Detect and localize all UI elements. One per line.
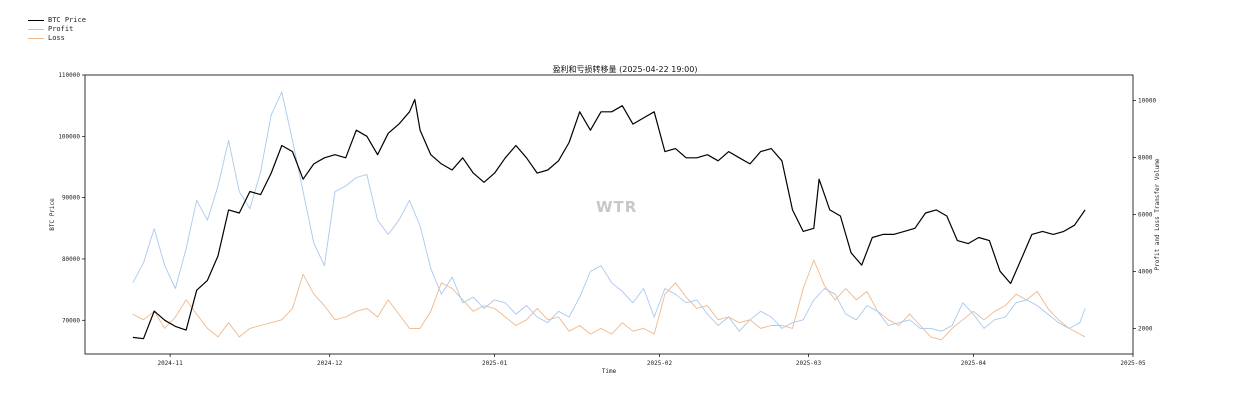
plot-frame — [84, 74, 1134, 355]
legend: BTC Price Profit Loss — [28, 16, 86, 43]
y-left-axis-label: BTC Price — [49, 198, 56, 231]
legend-swatch-profit — [28, 29, 44, 30]
y-right-tick-label: 10000 — [1138, 98, 1156, 105]
y-left-tick-label: 90000 — [62, 195, 80, 202]
legend-swatch-loss — [28, 38, 44, 39]
x-tick-label: 2025-05 — [1120, 360, 1146, 367]
y-right-tick-label: 6000 — [1138, 212, 1153, 219]
y-left-tick-label: 80000 — [62, 256, 80, 263]
x-tick-label: 2025-04 — [961, 360, 987, 367]
x-axis-label: Time — [602, 368, 617, 375]
y-left-tick-label: 70000 — [62, 317, 80, 324]
legend-label-profit: Profit — [48, 25, 74, 33]
x-tick-label: 2024-12 — [317, 360, 343, 367]
y-right-tick-label: 8000 — [1138, 155, 1153, 162]
y-left-tick-label: 110000 — [58, 72, 80, 79]
x-tick-label: 2025-03 — [796, 360, 822, 367]
y-right-tick-label: 2000 — [1138, 325, 1153, 332]
series-line-btc-price — [132, 98, 1086, 340]
legend-label-btc: BTC Price — [48, 16, 86, 24]
y-left-tick-label: 100000 — [58, 133, 80, 140]
series-line-profit — [132, 91, 1086, 332]
x-tick-label: 2025-02 — [647, 360, 673, 367]
legend-item-btc: BTC Price — [28, 16, 86, 25]
watermark: WTR — [596, 198, 638, 216]
y-right-tick-label: 4000 — [1138, 268, 1153, 275]
legend-label-loss: Loss — [48, 34, 65, 42]
x-tick-label: 2024-11 — [157, 360, 183, 367]
x-tick-label: 2025-01 — [482, 360, 508, 367]
legend-swatch-btc — [28, 20, 44, 21]
legend-item-loss: Loss — [28, 34, 86, 43]
chart-title: 盈利和亏损转移量 (2025-04-22 19:00) — [552, 65, 698, 74]
y-right-axis-label: Profit and Loss Transfer Volume — [1154, 158, 1161, 270]
series-line-loss — [132, 259, 1086, 341]
legend-item-profit: Profit — [28, 25, 86, 34]
